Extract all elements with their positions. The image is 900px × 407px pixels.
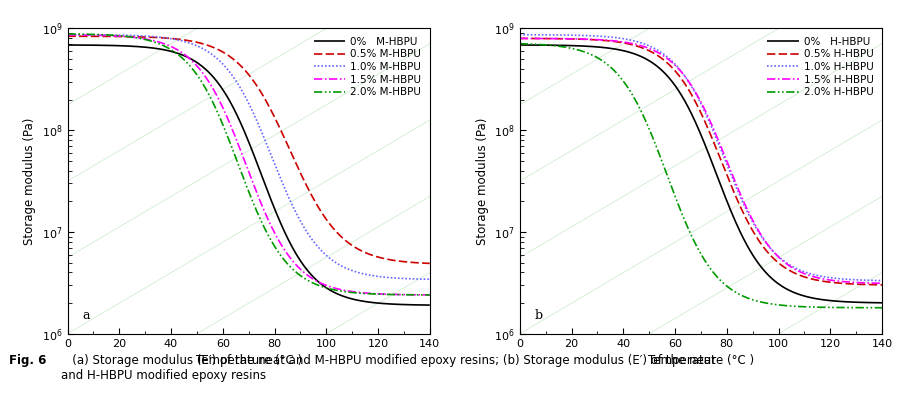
X-axis label: Temperature (°C ): Temperature (°C ) [648, 354, 754, 367]
X-axis label: Temperature (°C ): Temperature (°C ) [195, 354, 302, 367]
Legend: 0%   M-HBPU, 0.5% M-HBPU, 1.0% M-HBPU, 1.5% M-HBPU, 2.0% M-HBPU: 0% M-HBPU, 0.5% M-HBPU, 1.0% M-HBPU, 1.5… [310, 34, 425, 101]
Text: b: b [535, 309, 543, 322]
Y-axis label: Storage modulus (Pa): Storage modulus (Pa) [23, 118, 36, 245]
Text: (a) Storage modulus (E′) of the neat and M-HBPU modified epoxy resins; (b) Stora: (a) Storage modulus (E′) of the neat and… [61, 354, 716, 382]
Y-axis label: Storage modulus (Pa): Storage modulus (Pa) [476, 118, 489, 245]
Text: Fig. 6: Fig. 6 [9, 354, 47, 367]
Text: a: a [82, 309, 89, 322]
Legend: 0%   H-HBPU, 0.5% H-HBPU, 1.0% H-HBPU, 1.5% H-HBPU, 2.0% H-HBPU: 0% H-HBPU, 0.5% H-HBPU, 1.0% H-HBPU, 1.5… [764, 34, 877, 101]
